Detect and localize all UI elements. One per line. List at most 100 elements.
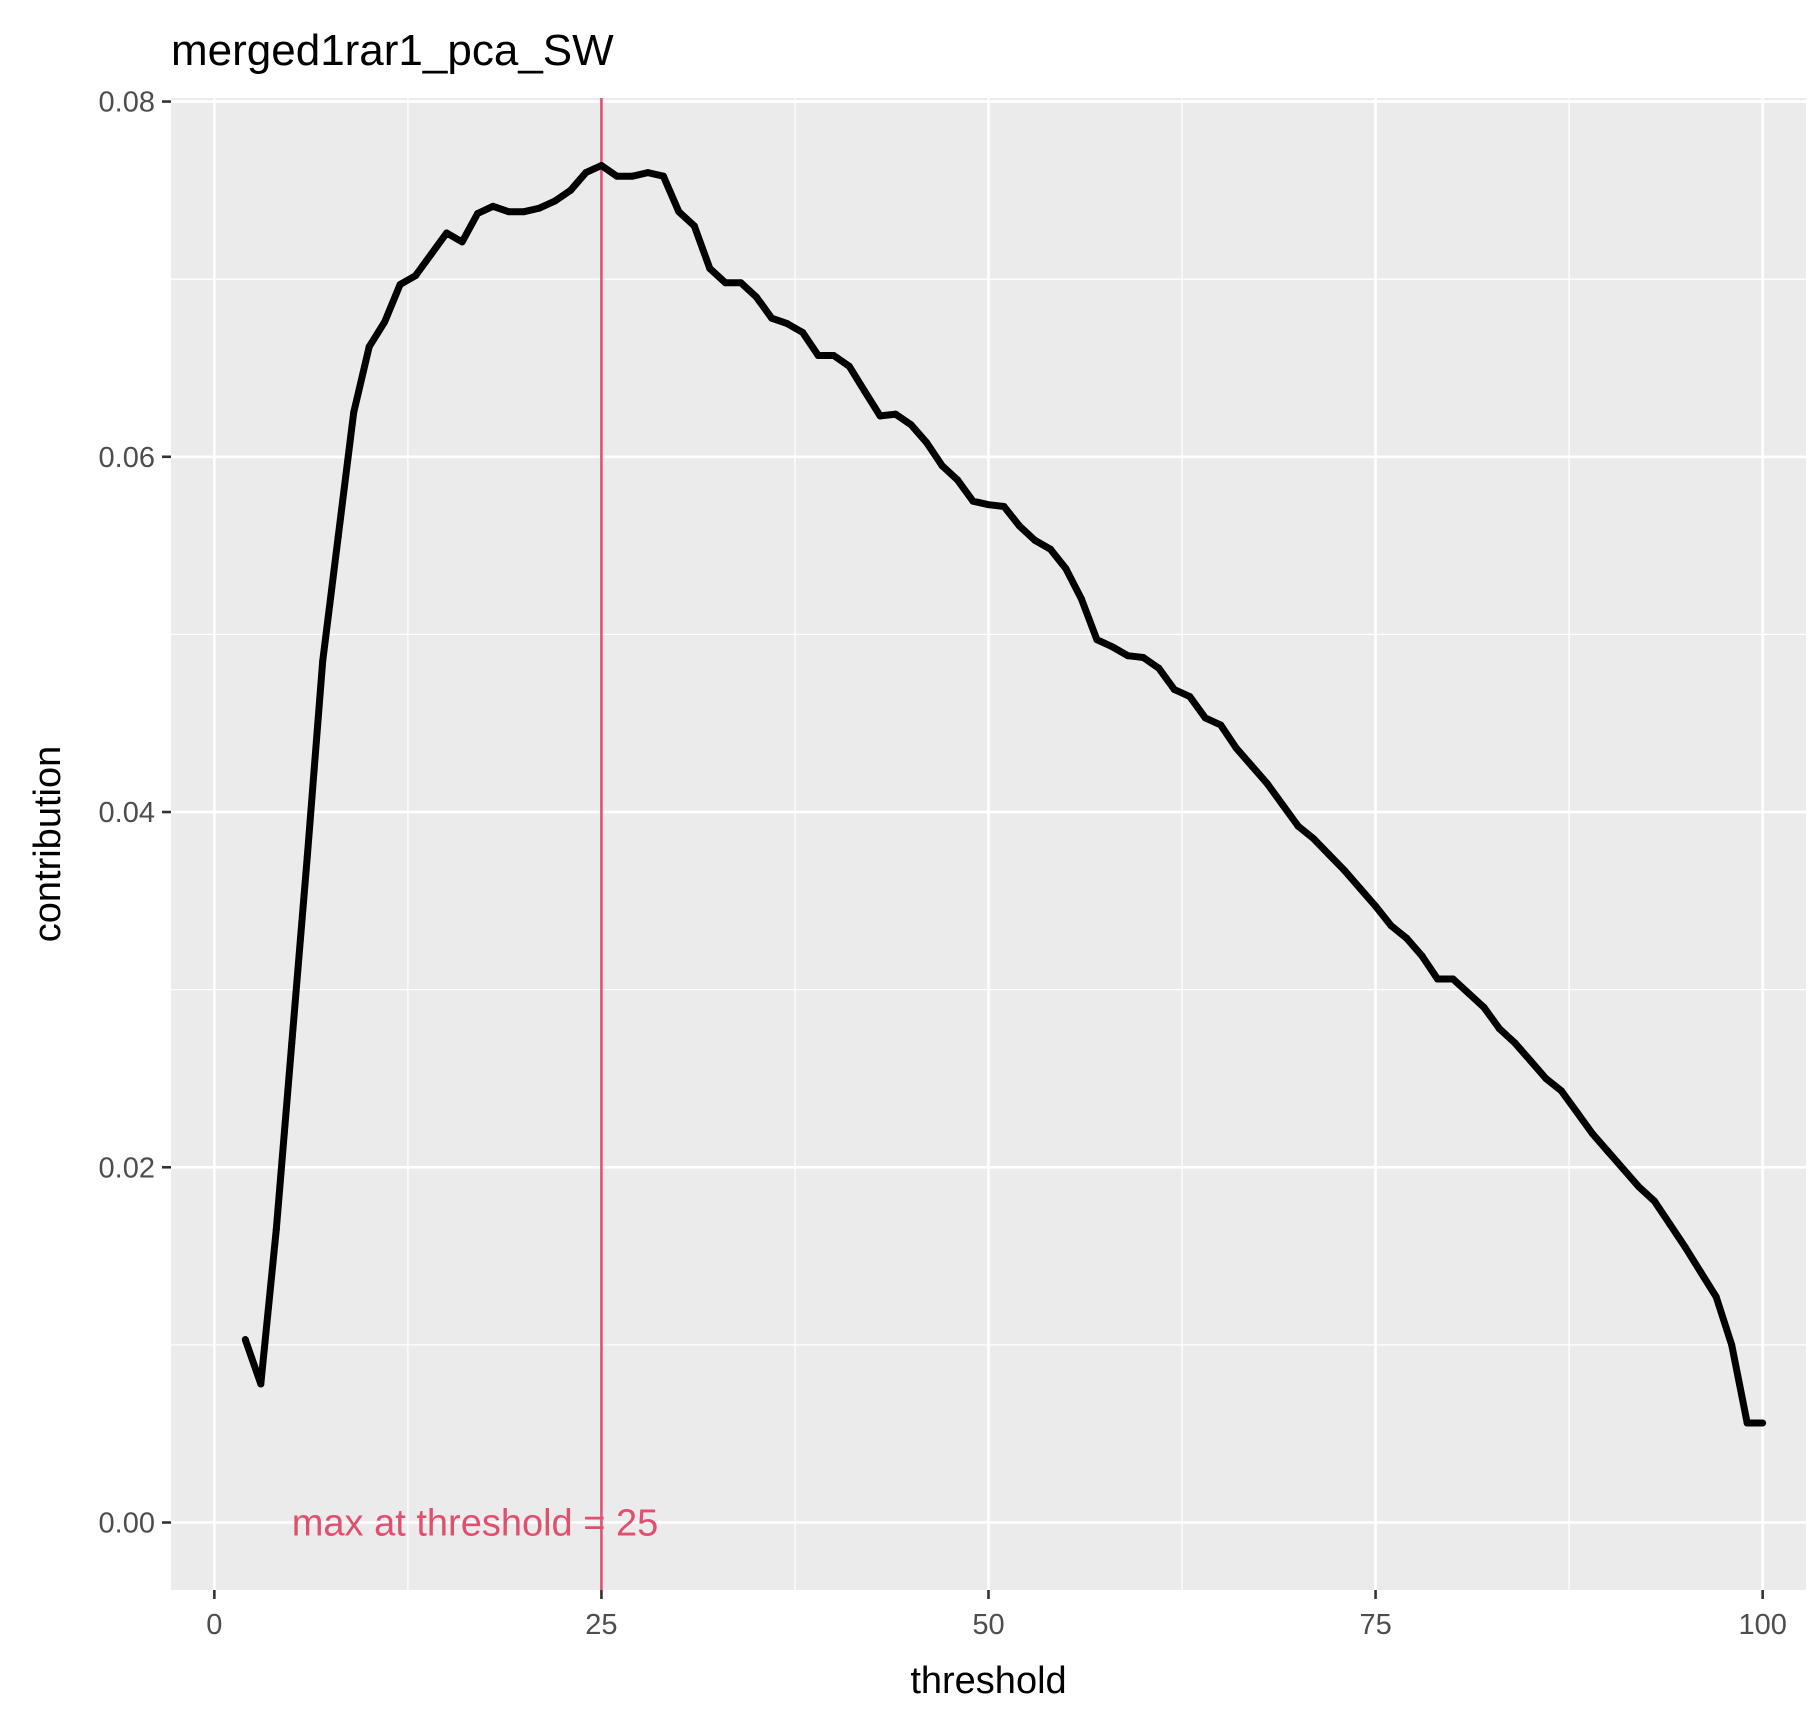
data-points	[241, 161, 1767, 1427]
data-point	[1681, 1243, 1689, 1251]
data-point	[690, 222, 698, 230]
data-point	[458, 238, 466, 246]
data-point	[1449, 975, 1457, 983]
data-point	[1015, 522, 1023, 530]
data-point	[1108, 643, 1116, 651]
data-point	[1635, 1183, 1643, 1191]
data-point	[1341, 867, 1349, 875]
x-tick-label: 0	[206, 1609, 222, 1641]
data-point	[1325, 851, 1333, 859]
x-tick-label: 50	[972, 1609, 1004, 1641]
max-annotation: max at threshold = 25	[292, 1503, 659, 1545]
y-tick-label: 0.04	[99, 797, 155, 829]
data-point	[505, 208, 513, 216]
data-point	[1263, 780, 1271, 788]
data-point	[350, 408, 358, 416]
x-tick-label: 100	[1738, 1609, 1786, 1641]
y-tick-label: 0.02	[99, 1152, 155, 1184]
data-point	[675, 208, 683, 216]
data-point	[1712, 1293, 1720, 1301]
data-point	[474, 209, 482, 217]
data-point	[257, 1380, 265, 1388]
data-point	[768, 314, 776, 322]
major-gridlines	[171, 98, 1806, 1590]
data-point	[381, 318, 389, 326]
data-point	[799, 328, 807, 336]
data-point	[954, 476, 962, 484]
data-point	[721, 279, 729, 287]
data-point	[1124, 652, 1132, 660]
data-point	[985, 501, 992, 509]
data-point	[520, 208, 528, 216]
data-point	[566, 186, 574, 194]
data-point	[1403, 934, 1411, 942]
data-point	[1000, 503, 1008, 511]
data-point	[1573, 1108, 1581, 1116]
x-tick-label: 75	[1359, 1609, 1391, 1641]
data-point	[830, 352, 838, 360]
data-point	[1186, 693, 1194, 701]
y-tick-label: 0.00	[99, 1508, 155, 1540]
data-point	[334, 533, 342, 541]
data-point	[1170, 685, 1178, 693]
data-point	[303, 852, 311, 860]
chart-title: merged1rar1_pca_SW	[171, 26, 614, 75]
data-point	[1310, 835, 1318, 843]
data-point	[892, 410, 900, 418]
data-point	[1356, 884, 1364, 892]
data-point	[1434, 975, 1442, 983]
x-tick-labels: 0 25 50 75 100	[206, 1609, 1787, 1641]
data-point	[845, 362, 853, 370]
data-point	[1728, 1341, 1736, 1349]
data-point	[876, 412, 884, 420]
data-point	[489, 202, 497, 210]
data-point	[1650, 1197, 1658, 1205]
data-point	[783, 320, 791, 328]
data-point	[365, 343, 373, 351]
data-point	[427, 250, 435, 258]
data-point	[938, 462, 946, 470]
data-point	[644, 169, 652, 177]
data-point	[1511, 1039, 1519, 1047]
data-point	[1542, 1074, 1550, 1082]
data-point	[1093, 636, 1101, 644]
data-point	[1495, 1025, 1503, 1033]
data-point	[1046, 545, 1054, 553]
data-point	[1619, 1165, 1627, 1173]
data-point	[969, 497, 977, 505]
data-point	[241, 1336, 249, 1344]
data-point	[272, 1225, 280, 1233]
data-point	[1077, 595, 1085, 603]
data-point	[412, 272, 420, 280]
y-tick-label: 0.06	[99, 442, 155, 474]
data-point	[1031, 536, 1039, 544]
data-point	[1248, 762, 1256, 770]
data-point	[659, 172, 667, 180]
data-point	[1743, 1419, 1751, 1427]
data-point	[1604, 1147, 1612, 1155]
data-point	[628, 172, 636, 180]
data-point	[923, 439, 931, 447]
data-point	[1279, 801, 1287, 809]
data-point	[1139, 654, 1147, 661]
data-point	[706, 265, 714, 273]
data-point	[1464, 989, 1472, 997]
data-point	[814, 352, 822, 360]
y-tick-labels: 0.00 0.02 0.04 0.06 0.08	[99, 87, 155, 1540]
data-point	[1201, 714, 1209, 722]
data-point	[1217, 721, 1225, 729]
data-point	[1480, 1003, 1488, 1011]
data-point	[861, 387, 869, 395]
data-point	[1062, 565, 1070, 573]
data-point	[551, 197, 559, 205]
data-point	[752, 293, 760, 301]
data-point	[1155, 664, 1163, 672]
data-point	[319, 657, 327, 665]
data-point	[1588, 1130, 1596, 1138]
data-point	[1759, 1419, 1767, 1427]
data-point	[535, 204, 543, 212]
data-point	[288, 1039, 296, 1047]
data-point	[597, 161, 605, 169]
data-point	[582, 169, 590, 177]
data-point	[1387, 922, 1395, 930]
